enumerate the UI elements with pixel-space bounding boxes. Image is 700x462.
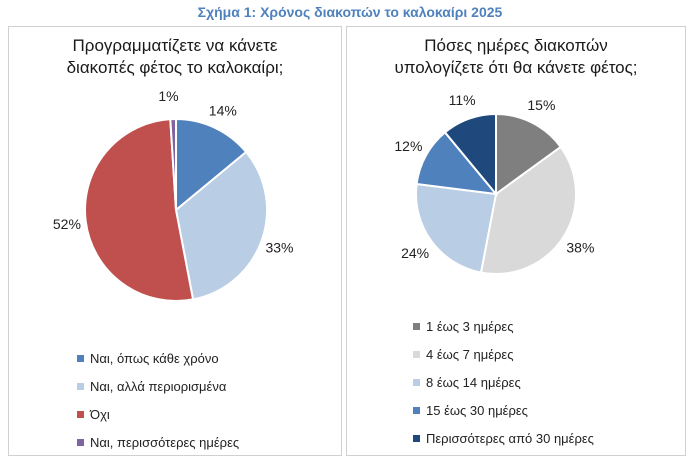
legend-item: Περισσότερες από 30 ημέρες	[413, 425, 594, 453]
legend-item: Όχι	[77, 401, 239, 429]
legend-swatch	[77, 411, 84, 419]
pie-slice	[175, 117, 248, 213]
pie-data-label: 12%	[394, 138, 422, 154]
legend-swatch	[413, 407, 420, 415]
legend-label: 15 έως 30 ημέρες	[426, 403, 528, 418]
legend-swatch	[413, 323, 420, 331]
legend-swatch	[77, 383, 84, 391]
legend-swatch	[413, 435, 420, 443]
pie-slice	[415, 182, 498, 274]
pie-data-label: 33%	[265, 239, 293, 255]
legend-item: 15 έως 30 ημέρες	[413, 397, 594, 425]
chart-title-line-2: διακοπές φέτος το καλοκαίρι;	[66, 58, 284, 77]
legend-item: Ναι, αλλά περιορισμένα	[77, 373, 239, 401]
pie-slice	[495, 112, 563, 196]
legend-item: Ναι, όπως κάθε χρόνο	[77, 345, 239, 373]
pie-chart-holiday-plans: 14% 33% 52% 1%	[53, 88, 294, 302]
legend-swatch	[413, 351, 420, 359]
figure-title: Σχήμα 1: Χρόνος διακοπών το καλοκαίρι 20…	[197, 4, 503, 20]
legend-item: Ναι, περισσότερες ημέρες	[77, 429, 239, 457]
pie-slice	[169, 117, 177, 211]
chart-title-line-1: Πόσες ημέρες διακοπών	[424, 36, 608, 55]
legend-label: Ναι, όπως κάθε χρόνο	[90, 351, 219, 366]
legend-label: 1 έως 3 ημέρες	[426, 319, 514, 334]
chart-panel-holiday-plans: Προγραμματίζετε να κάνετε διακοπές φέτος…	[8, 26, 342, 456]
legend-label: Όχι	[90, 407, 110, 422]
legend-label: 8 έως 14 ημέρες	[426, 375, 521, 390]
pie-data-label: 11%	[449, 92, 476, 108]
chart-title: Πόσες ημέρες διακοπών υπολογίζετε ότι θα…	[347, 35, 685, 79]
pie-data-label: 24%	[401, 245, 429, 261]
pie-slice	[415, 130, 499, 196]
pie-data-label: 38%	[566, 240, 594, 256]
chart-title: Προγραμματίζετε να κάνετε διακοπές φέτος…	[9, 35, 341, 79]
legend-item: 8 έως 14 ημέρες	[413, 369, 594, 397]
pie-data-label: 14%	[209, 103, 237, 119]
legend-swatch	[77, 439, 84, 447]
pie-data-label: 15%	[527, 97, 555, 113]
chart-title-line-1: Προγραμματίζετε να κάνετε	[72, 36, 278, 55]
legend-label: Ναι, περισσότερες ημέρες	[90, 435, 240, 450]
pie-chart-holiday-days: 15% 38% 24% 12% 11%	[394, 92, 594, 275]
pie-slice	[443, 112, 497, 197]
legend-item: 4 έως 7 ημέρες	[413, 341, 594, 369]
pie-slice	[174, 150, 269, 301]
legend-swatch	[413, 379, 420, 387]
legend-label: Ναι, αλλά περιορισμένα	[90, 379, 227, 394]
legend-label: 4 έως 7 ημέρες	[426, 347, 514, 362]
chart-title-line-2: υπολογίζετε ότι θα κάνετε φέτος;	[394, 58, 638, 77]
chart-panel-holiday-days: Πόσες ημέρες διακοπών υπολογίζετε ότι θα…	[346, 26, 686, 456]
legend-item: 1 έως 3 ημέρες	[413, 313, 594, 341]
pie-slice	[84, 118, 195, 302]
legend: 1 έως 3 ημέρες 4 έως 7 ημέρες 8 έως 14 ημέ…	[413, 313, 594, 453]
legend-label: Περισσότερες από 30 ημέρες	[426, 431, 594, 446]
pie-data-label: 52%	[53, 216, 81, 232]
legend: Ναι, όπως κάθε χρόνο Ναι, αλλά περιορισμέ…	[77, 345, 239, 457]
pie-data-label: 1%	[158, 88, 178, 104]
pie-slice	[479, 145, 577, 275]
legend-swatch	[77, 355, 84, 363]
